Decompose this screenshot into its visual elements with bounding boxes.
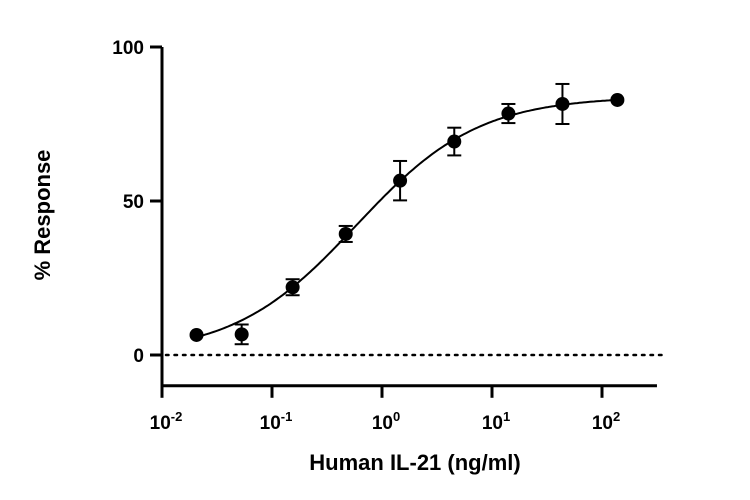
x-tick-label: 100 bbox=[372, 409, 400, 434]
data-points bbox=[189, 82, 625, 346]
x-tick-label: 102 bbox=[592, 409, 620, 434]
data-point bbox=[447, 134, 462, 149]
data-point bbox=[338, 226, 353, 241]
data-point bbox=[555, 96, 570, 111]
x-tick-label: 10-2 bbox=[150, 409, 183, 434]
data-point bbox=[393, 173, 408, 188]
data-point bbox=[189, 327, 204, 342]
axes: 0 50 100 10-2 10-1 100 101 102 bbox=[112, 38, 657, 434]
y-tick-label: 50 bbox=[123, 192, 144, 213]
x-axis-title: Human IL-21 (ng/ml) bbox=[309, 450, 520, 475]
fit-curve bbox=[196, 98, 618, 339]
y-axis-title: % Response bbox=[30, 150, 55, 281]
x-tick-label: 101 bbox=[482, 409, 510, 434]
y-tick-label: 0 bbox=[133, 346, 144, 367]
x-tick-label: 10-1 bbox=[260, 409, 293, 434]
data-point bbox=[610, 92, 625, 107]
y-tick-label: 100 bbox=[112, 38, 144, 59]
data-point bbox=[501, 106, 516, 121]
fit-curve-path bbox=[196, 98, 618, 339]
data-point bbox=[234, 327, 249, 342]
data-point bbox=[285, 280, 300, 295]
